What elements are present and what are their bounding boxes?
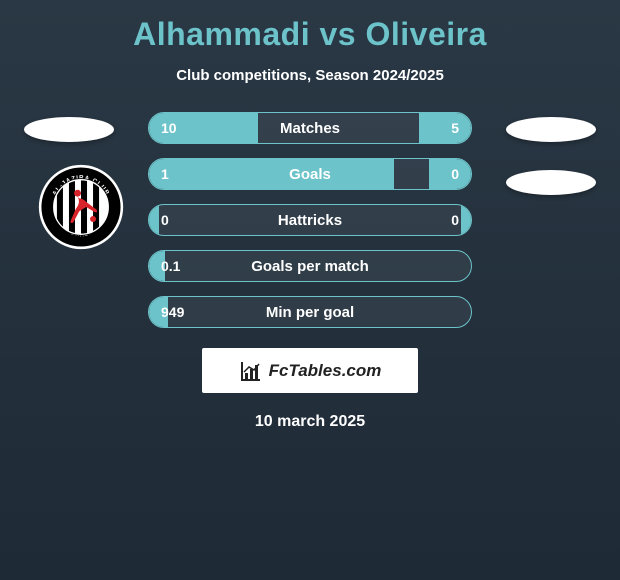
stat-label: Goals	[219, 166, 401, 183]
stat-row: 949Min per goal	[148, 296, 472, 328]
bar-chart-icon	[239, 359, 263, 383]
stat-value-right: 5	[401, 120, 471, 136]
player-right-silhouette	[506, 117, 596, 142]
subtitle: Club competitions, Season 2024/2025	[10, 67, 610, 84]
stat-row: 0.1Goals per match	[148, 250, 472, 282]
stat-row: 1Goals0	[148, 158, 472, 190]
stat-value-left: 10	[149, 120, 219, 136]
page-title: Alhammadi vs Oliveira	[10, 16, 610, 53]
date-label: 10 march 2025	[10, 413, 610, 431]
player-left-silhouette	[24, 117, 114, 142]
stat-label: Goals per match	[219, 258, 401, 275]
stats-list: 10Matches51Goals00Hattricks00.1Goals per…	[148, 112, 472, 328]
comparison-panel: AL-JAZIRA CLUB ABU DHABI-UAE	[10, 112, 610, 431]
stat-value-right: 0	[401, 212, 471, 228]
source-logo: FcTables.com	[202, 348, 418, 393]
stat-row: 0Hattricks0	[148, 204, 472, 236]
stat-label: Hattricks	[219, 212, 401, 229]
club-right-silhouette	[506, 170, 596, 195]
stat-value-left: 1	[149, 166, 219, 182]
club-left-badge: AL-JAZIRA CLUB ABU DHABI-UAE	[38, 164, 124, 250]
stat-value-left: 0	[149, 212, 219, 228]
stat-label: Min per goal	[219, 304, 401, 321]
source-logo-text: FcTables.com	[269, 361, 382, 381]
stat-value-left: 0.1	[149, 258, 219, 274]
stat-value-left: 949	[149, 304, 219, 320]
stat-label: Matches	[219, 120, 401, 137]
stat-value-right: 0	[401, 166, 471, 182]
stat-row: 10Matches5	[148, 112, 472, 144]
